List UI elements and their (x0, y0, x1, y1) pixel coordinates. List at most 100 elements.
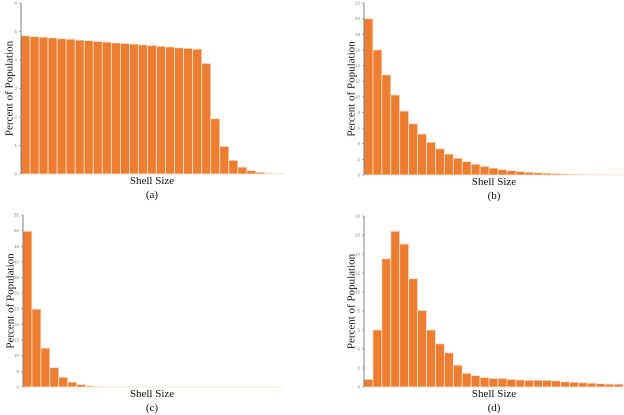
bar (506, 170, 517, 176)
bar (129, 43, 139, 175)
bar (183, 47, 194, 175)
bar (488, 167, 499, 176)
bar (426, 141, 436, 176)
y-tick-label: 30 (14, 291, 20, 296)
y-tick-label: 45 (14, 244, 20, 249)
bar (452, 364, 463, 388)
y-tick-label: 50 (14, 228, 20, 233)
y-tick-label: 12 (355, 79, 361, 84)
chart-panel-d: 0 2 4 6 8 10 12 14 16 18 Percent of Population Shel… (346, 214, 624, 414)
bar (435, 343, 445, 388)
bar (515, 171, 526, 176)
y-tick-label: 20 (355, 16, 361, 21)
chart-panel-b: 0 2 4 6 8 10 12 14 16 18 20 22 Percent of Population… (346, 1, 624, 202)
y-tick-label: 0 (357, 173, 360, 178)
bar (147, 45, 157, 175)
bar (497, 169, 508, 176)
bar (417, 310, 427, 388)
y-tick-label: 2 (357, 157, 360, 162)
bar (515, 379, 526, 388)
bar (237, 166, 248, 175)
bar (255, 171, 266, 175)
bars (363, 230, 624, 388)
bar (443, 352, 454, 388)
bar (569, 173, 579, 176)
y-tick-label: 6 (14, 1, 17, 6)
bar (551, 173, 561, 176)
bar (452, 157, 463, 176)
bar (560, 381, 570, 388)
bar (542, 172, 552, 176)
y-tick-label: 25 (14, 306, 20, 311)
bar (138, 44, 148, 175)
bar (533, 379, 544, 388)
y-tick-label: 35 (14, 275, 20, 280)
y-tick-label: 20 (14, 322, 20, 327)
bar (417, 133, 427, 176)
y-tick-label: 22 (355, 1, 361, 6)
y-tick-label: 5 (16, 369, 19, 374)
bar (94, 385, 104, 388)
bar (586, 173, 597, 176)
bar (85, 385, 95, 388)
y-tick-label: 0 (16, 385, 19, 390)
y-tick-label: 2 (357, 366, 360, 371)
bar (74, 39, 85, 175)
bar (246, 170, 257, 175)
x-axis-title: Shell Size (472, 176, 516, 188)
y-tick-label: 16 (355, 47, 361, 52)
bar (76, 384, 86, 388)
bar (49, 367, 60, 388)
bar (58, 376, 69, 388)
x-axis-title: Shell Size (472, 388, 516, 400)
bar (67, 381, 77, 388)
bars (363, 18, 624, 176)
y-tick-label: 4 (357, 141, 360, 146)
bars (22, 230, 283, 388)
bar (408, 123, 418, 176)
bar (560, 173, 570, 176)
y-tick-label: 15 (14, 338, 20, 343)
bar (92, 41, 103, 175)
y-tick-label: 6 (357, 126, 360, 131)
y-axis-title: Percent of Population (346, 253, 358, 349)
bar (506, 378, 517, 388)
chart-panel-a: 0 1 2 3 4 5 6 Percent of Population Shell Size (a… (4, 1, 284, 201)
bar (201, 63, 212, 175)
y-tick-label: 4 (14, 58, 17, 63)
bar (47, 37, 58, 175)
bar (264, 172, 275, 175)
bar (399, 243, 410, 388)
bars (20, 35, 284, 175)
bar (110, 42, 121, 175)
y-tick-label: 16 (355, 233, 361, 238)
y-tick-label: 1 (14, 143, 17, 148)
bar (613, 383, 624, 388)
bar (83, 40, 94, 175)
bar (443, 153, 454, 176)
bar (470, 163, 481, 176)
bar (595, 383, 606, 388)
bar (586, 382, 597, 388)
bar (219, 145, 230, 175)
panel-label: (b) (488, 190, 501, 202)
y-tick-label: 5 (14, 29, 17, 34)
bar (390, 230, 401, 388)
y-tick-label: 3 (14, 86, 17, 91)
x-axis-title: Shell Size (130, 175, 174, 187)
bar (470, 375, 481, 388)
bar (192, 48, 203, 175)
bar (101, 41, 112, 175)
bar (372, 49, 383, 176)
bar (119, 43, 130, 175)
bar (29, 36, 40, 175)
bar (165, 46, 175, 175)
bar (65, 38, 76, 175)
bar (461, 372, 472, 388)
bar (461, 161, 472, 176)
y-axis-title: Percent of Population (5, 253, 17, 349)
y-tick-label: 8 (357, 309, 360, 314)
bar (20, 35, 31, 175)
bar (524, 171, 535, 176)
bar (551, 380, 561, 388)
